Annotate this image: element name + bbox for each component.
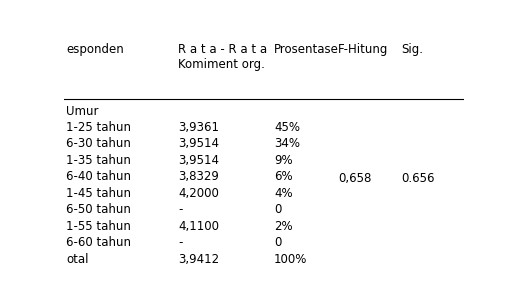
Text: Sig.: Sig. [402, 43, 424, 56]
Text: 34%: 34% [274, 137, 300, 150]
Text: 4%: 4% [274, 187, 293, 200]
Text: 6-30 tahun: 6-30 tahun [66, 137, 131, 150]
Text: 4,2000: 4,2000 [178, 187, 219, 200]
Text: 0: 0 [274, 236, 281, 249]
Text: 6%: 6% [274, 170, 293, 183]
Text: -: - [178, 236, 182, 249]
Text: 4,1100: 4,1100 [178, 220, 219, 233]
Text: 1-45 tahun: 1-45 tahun [66, 187, 131, 200]
Text: Prosentase: Prosentase [274, 43, 339, 56]
Text: 3,8329: 3,8329 [178, 170, 219, 183]
Text: R a t a - R a t a
Komiment org.: R a t a - R a t a Komiment org. [178, 43, 267, 70]
Text: 3,9514: 3,9514 [178, 137, 219, 150]
Text: 100%: 100% [274, 253, 307, 266]
Text: 0.656: 0.656 [402, 172, 435, 185]
Text: 3,9514: 3,9514 [178, 154, 219, 167]
Text: 6-40 tahun: 6-40 tahun [66, 170, 131, 183]
Text: 0,658: 0,658 [338, 172, 371, 185]
Text: 6-60 tahun: 6-60 tahun [66, 236, 131, 249]
Text: Umur: Umur [66, 105, 99, 118]
Text: 2%: 2% [274, 220, 293, 233]
Text: 1-55 tahun: 1-55 tahun [66, 220, 131, 233]
Text: 1-35 tahun: 1-35 tahun [66, 154, 131, 167]
Text: 9%: 9% [274, 154, 293, 167]
Text: F-Hitung: F-Hitung [338, 43, 388, 56]
Text: 6-50 tahun: 6-50 tahun [66, 203, 131, 216]
Text: 1-25 tahun: 1-25 tahun [66, 121, 131, 134]
Text: 0: 0 [274, 203, 281, 216]
Text: esponden: esponden [66, 43, 124, 56]
Text: 3,9361: 3,9361 [178, 121, 219, 134]
Text: 3,9412: 3,9412 [178, 253, 219, 266]
Text: -: - [178, 203, 182, 216]
Text: otal: otal [66, 253, 89, 266]
Text: 45%: 45% [274, 121, 300, 134]
